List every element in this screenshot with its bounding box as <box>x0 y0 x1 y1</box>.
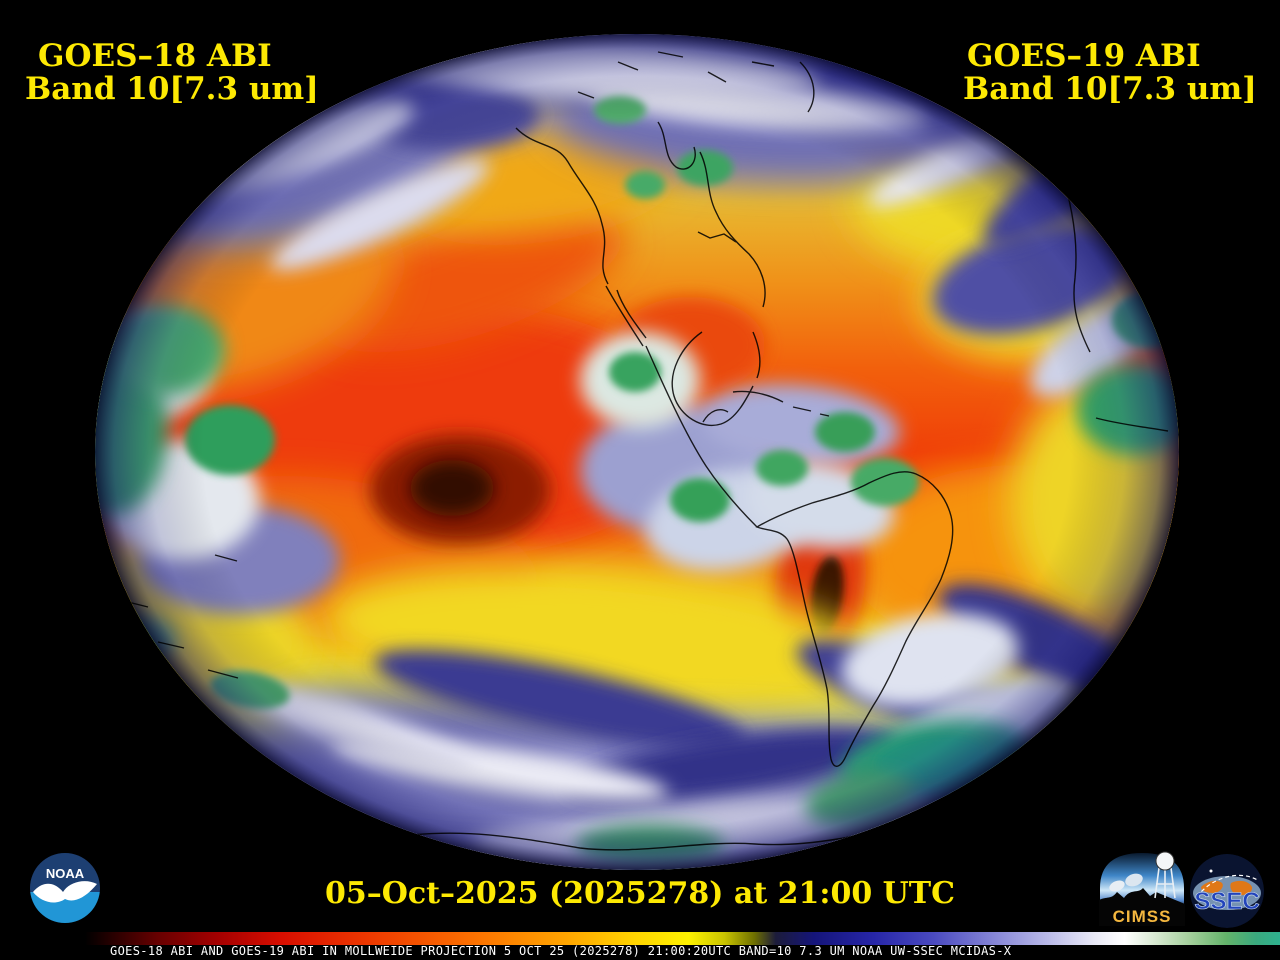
cimss-logo-text: CIMSS <box>1113 907 1172 926</box>
ssec-logo-text: SSEC <box>1194 888 1259 915</box>
title-goes19-line2: Band 10[7.3 um] <box>963 71 1257 107</box>
cimss-dish2-icon <box>1125 873 1143 887</box>
noaa-seagull-icon <box>33 881 97 903</box>
cimss-dish-icon <box>1109 880 1125 892</box>
footer-caption: GOES-18 ABI AND GOES-19 ABI IN MOLLWEIDE… <box>110 944 1012 958</box>
title-goes19-line1: GOES–19 ABI <box>967 38 1201 74</box>
cimss-silhouette <box>1099 888 1185 926</box>
ssec-star-icon <box>1209 869 1213 873</box>
title-goes18: GOES–18 ABI Band 10[7.3 um] <box>25 40 319 106</box>
ssec-continent-east <box>1230 880 1253 896</box>
colorbar <box>85 932 1280 945</box>
ssec-logo: SSEC <box>1190 854 1264 928</box>
noaa-logo-text: NOAA <box>46 866 85 881</box>
title-goes18-line2: Band 10[7.3 um] <box>25 71 319 107</box>
cimss-tower-ball-icon <box>1155 851 1175 871</box>
ssec-orbit-arc-icon <box>1196 874 1260 898</box>
title-goes18-line1: GOES–18 ABI <box>38 38 272 74</box>
cimss-logo: CIMSS <box>1098 850 1186 927</box>
timestamp-label: 05–Oct–2025 (2025278) at 21:00 UTC <box>324 876 956 911</box>
cimss-water-tower-icon <box>1154 867 1176 899</box>
limb-shading <box>95 34 1179 870</box>
noaa-logo: NOAA <box>30 853 100 923</box>
title-goes19: GOES–19 ABI Band 10[7.3 um] <box>963 40 1257 106</box>
ssec-continent-west <box>1201 880 1223 893</box>
